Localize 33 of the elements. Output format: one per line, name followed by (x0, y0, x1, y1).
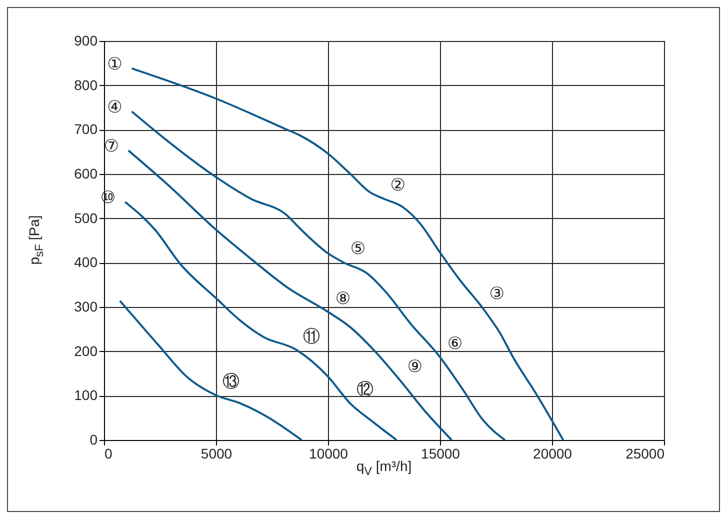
annotation: ⑦ (104, 136, 120, 157)
x-tick-label: 25000 (626, 446, 665, 462)
y-tick-label: 600 (74, 166, 98, 182)
y-tick-label: 400 (74, 254, 98, 270)
y-tick-label: 300 (74, 298, 98, 314)
line-series (130, 67, 564, 441)
x-tick-label: 10000 (309, 446, 348, 462)
y-tick-label: 800 (74, 76, 98, 93)
annotation: ⑤ (350, 239, 366, 260)
annotation: ⑪ (303, 327, 320, 348)
annotation: ④ (107, 97, 122, 118)
x-tick-label: 20000 (533, 446, 572, 462)
annotation: ① (107, 54, 122, 74)
y-tick-label: 500 (74, 210, 98, 226)
y-tick-label: 700 (74, 121, 98, 138)
annotation: ③ (489, 284, 505, 304)
annotation: ⑫ (356, 380, 374, 400)
annotation: ⑧ (335, 288, 351, 309)
line-series (118, 300, 303, 441)
x-axis-title: q$_{V}$ [m³/h] (356, 458, 412, 478)
annotation: ⑥ (447, 334, 463, 354)
annotation: ⑬ (222, 372, 240, 392)
y-tick-label: 900 (74, 32, 98, 48)
y-tick-label: 0 (90, 432, 98, 448)
x-tick-label: 0 (104, 446, 112, 462)
annotation: ② (390, 175, 406, 196)
x-tick-label: 15000 (421, 446, 460, 462)
y-tick-label: 200 (74, 342, 98, 359)
x-tick-label: 5000 (200, 446, 232, 462)
line-series (124, 200, 398, 441)
annotation: ⑨ (407, 357, 423, 378)
line-series (130, 110, 506, 441)
y-tick-label: 100 (74, 387, 98, 404)
